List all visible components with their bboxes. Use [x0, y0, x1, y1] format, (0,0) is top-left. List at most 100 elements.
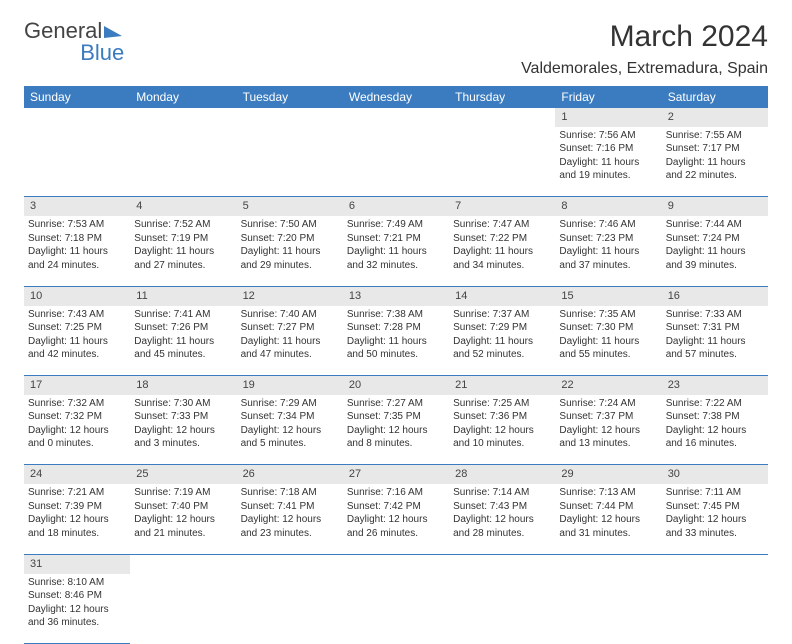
- daylight-text-2: and 33 minutes.: [666, 527, 764, 541]
- sunrise-text: Sunrise: 7:30 AM: [134, 397, 232, 411]
- daylight-text-1: Daylight: 11 hours: [559, 156, 657, 170]
- daylight-text-2: and 42 minutes.: [28, 348, 126, 362]
- sunset-text: Sunset: 7:44 PM: [559, 500, 657, 514]
- daylight-text-1: Daylight: 11 hours: [559, 335, 657, 349]
- daylight-text-1: Daylight: 12 hours: [241, 513, 339, 527]
- daylight-text-2: and 19 minutes.: [559, 169, 657, 183]
- weekday-header: Wednesday: [343, 86, 449, 108]
- sunrise-text: Sunrise: 7:41 AM: [134, 308, 232, 322]
- daylight-text-2: and 52 minutes.: [453, 348, 551, 362]
- daylight-text-2: and 0 minutes.: [28, 437, 126, 451]
- daylight-text-2: and 16 minutes.: [666, 437, 764, 451]
- daynum-cell: [130, 108, 236, 127]
- daynum-row: 10111213141516: [24, 286, 768, 305]
- sunrise-text: Sunrise: 7:29 AM: [241, 397, 339, 411]
- daylight-text-2: and 36 minutes.: [28, 616, 126, 630]
- daynum-cell: 7: [449, 197, 555, 216]
- sunset-text: Sunset: 7:38 PM: [666, 410, 764, 424]
- sunrise-text: Sunrise: 8:10 AM: [28, 576, 126, 590]
- sunrise-text: Sunrise: 7:50 AM: [241, 218, 339, 232]
- daylight-text-2: and 10 minutes.: [453, 437, 551, 451]
- sunset-text: Sunset: 7:17 PM: [666, 142, 764, 156]
- daylight-text-1: Daylight: 12 hours: [28, 424, 126, 438]
- daynum-cell: 3: [24, 197, 130, 216]
- sunrise-text: Sunrise: 7:35 AM: [559, 308, 657, 322]
- day-cell: Sunrise: 7:44 AMSunset: 7:24 PMDaylight:…: [662, 216, 768, 286]
- day-cell: Sunrise: 7:27 AMSunset: 7:35 PMDaylight:…: [343, 395, 449, 465]
- day-cell: Sunrise: 7:49 AMSunset: 7:21 PMDaylight:…: [343, 216, 449, 286]
- sunrise-text: Sunrise: 7:56 AM: [559, 129, 657, 143]
- daylight-text-1: Daylight: 12 hours: [559, 424, 657, 438]
- daylight-text-2: and 23 minutes.: [241, 527, 339, 541]
- sunset-text: Sunset: 7:24 PM: [666, 232, 764, 246]
- brand-logo: GeneralBlue: [24, 20, 124, 64]
- daylight-text-1: Daylight: 12 hours: [134, 424, 232, 438]
- day-cell: Sunrise: 7:37 AMSunset: 7:29 PMDaylight:…: [449, 306, 555, 376]
- daynum-row: 24252627282930: [24, 465, 768, 484]
- day-cell: Sunrise: 7:33 AMSunset: 7:31 PMDaylight:…: [662, 306, 768, 376]
- daynum-cell: 30: [662, 465, 768, 484]
- sunrise-text: Sunrise: 7:38 AM: [347, 308, 445, 322]
- daynum-cell: 16: [662, 286, 768, 305]
- day-cell: Sunrise: 7:14 AMSunset: 7:43 PMDaylight:…: [449, 484, 555, 554]
- daynum-cell: 24: [24, 465, 130, 484]
- daylight-text-1: Daylight: 11 hours: [453, 335, 551, 349]
- sunset-text: Sunset: 7:23 PM: [559, 232, 657, 246]
- sunrise-text: Sunrise: 7:18 AM: [241, 486, 339, 500]
- sunset-text: Sunset: 7:30 PM: [559, 321, 657, 335]
- day-cell: Sunrise: 7:29 AMSunset: 7:34 PMDaylight:…: [237, 395, 343, 465]
- daynum-cell: 17: [24, 376, 130, 395]
- sunset-text: Sunset: 7:16 PM: [559, 142, 657, 156]
- daynum-cell: 1: [555, 108, 661, 127]
- sunset-text: Sunset: 7:18 PM: [28, 232, 126, 246]
- sunrise-text: Sunrise: 7:33 AM: [666, 308, 764, 322]
- day-cell: [449, 127, 555, 197]
- day-cell: [237, 127, 343, 197]
- daylight-text-1: Daylight: 11 hours: [666, 156, 764, 170]
- sunset-text: Sunset: 7:20 PM: [241, 232, 339, 246]
- day-cell: Sunrise: 7:18 AMSunset: 7:41 PMDaylight:…: [237, 484, 343, 554]
- daylight-text-1: Daylight: 12 hours: [134, 513, 232, 527]
- daylight-text-2: and 13 minutes.: [559, 437, 657, 451]
- day-cell: [24, 127, 130, 197]
- day-cell: Sunrise: 7:56 AMSunset: 7:16 PMDaylight:…: [555, 127, 661, 197]
- brand-part2: Blue: [24, 42, 124, 64]
- week-row: Sunrise: 7:43 AMSunset: 7:25 PMDaylight:…: [24, 306, 768, 376]
- daynum-cell: 22: [555, 376, 661, 395]
- daylight-text-1: Daylight: 11 hours: [28, 245, 126, 259]
- day-cell: Sunrise: 7:55 AMSunset: 7:17 PMDaylight:…: [662, 127, 768, 197]
- day-cell: Sunrise: 7:47 AMSunset: 7:22 PMDaylight:…: [449, 216, 555, 286]
- daylight-text-2: and 47 minutes.: [241, 348, 339, 362]
- sunset-text: Sunset: 7:35 PM: [347, 410, 445, 424]
- daynum-cell: 21: [449, 376, 555, 395]
- sunrise-text: Sunrise: 7:22 AM: [666, 397, 764, 411]
- daynum-cell: [130, 554, 236, 573]
- sunrise-text: Sunrise: 7:47 AM: [453, 218, 551, 232]
- daynum-cell: 13: [343, 286, 449, 305]
- daylight-text-1: Daylight: 12 hours: [666, 513, 764, 527]
- sunrise-text: Sunrise: 7:49 AM: [347, 218, 445, 232]
- sunrise-text: Sunrise: 7:37 AM: [453, 308, 551, 322]
- sunset-text: Sunset: 7:40 PM: [134, 500, 232, 514]
- daynum-cell: 5: [237, 197, 343, 216]
- sunset-text: Sunset: 7:27 PM: [241, 321, 339, 335]
- daylight-text-2: and 32 minutes.: [347, 259, 445, 273]
- day-cell: Sunrise: 7:11 AMSunset: 7:45 PMDaylight:…: [662, 484, 768, 554]
- day-cell: Sunrise: 7:46 AMSunset: 7:23 PMDaylight:…: [555, 216, 661, 286]
- daynum-cell: 14: [449, 286, 555, 305]
- weekday-header: Saturday: [662, 86, 768, 108]
- day-cell: [237, 574, 343, 644]
- sunset-text: Sunset: 7:31 PM: [666, 321, 764, 335]
- sunrise-text: Sunrise: 7:55 AM: [666, 129, 764, 143]
- sunrise-text: Sunrise: 7:24 AM: [559, 397, 657, 411]
- sunrise-text: Sunrise: 7:53 AM: [28, 218, 126, 232]
- daylight-text-1: Daylight: 11 hours: [347, 335, 445, 349]
- page-title: March 2024: [521, 20, 768, 54]
- day-cell: Sunrise: 7:19 AMSunset: 7:40 PMDaylight:…: [130, 484, 236, 554]
- weekday-header: Thursday: [449, 86, 555, 108]
- daylight-text-2: and 29 minutes.: [241, 259, 339, 273]
- daylight-text-2: and 5 minutes.: [241, 437, 339, 451]
- day-cell: Sunrise: 7:50 AMSunset: 7:20 PMDaylight:…: [237, 216, 343, 286]
- daynum-cell: [662, 554, 768, 573]
- daynum-cell: 4: [130, 197, 236, 216]
